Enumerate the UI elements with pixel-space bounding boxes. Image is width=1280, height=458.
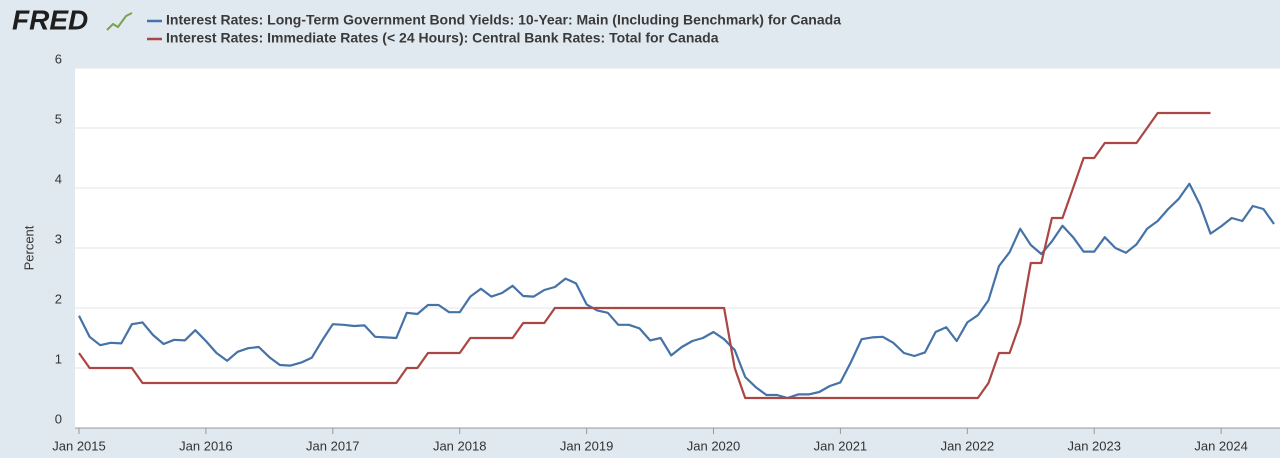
y-tick-label: 4 bbox=[55, 171, 62, 186]
x-tick-label: Jan 2021 bbox=[814, 438, 868, 453]
x-tick-label: Jan 2018 bbox=[433, 438, 487, 453]
y-tick-label: 3 bbox=[55, 231, 62, 246]
x-tick-label: Jan 2017 bbox=[306, 438, 360, 453]
x-tick-label: Jan 2015 bbox=[52, 438, 106, 453]
x-tick-label: Jan 2024 bbox=[1194, 438, 1248, 453]
y-tick-label: 1 bbox=[55, 351, 62, 366]
y-tick-label: 2 bbox=[55, 291, 62, 306]
x-tick-label: Jan 2020 bbox=[687, 438, 741, 453]
x-tick-label: Jan 2022 bbox=[941, 438, 995, 453]
y-axis-label: Percent bbox=[21, 225, 36, 270]
x-tick-label: Jan 2016 bbox=[179, 438, 233, 453]
y-tick-label: 6 bbox=[55, 51, 62, 66]
logo-icon bbox=[106, 12, 133, 31]
legend-label: Interest Rates: Immediate Rates (< 24 Ho… bbox=[166, 30, 719, 46]
y-tick-label: 0 bbox=[55, 411, 62, 426]
legend-label: Interest Rates: Long-Term Government Bon… bbox=[166, 12, 841, 28]
series-line bbox=[78, 111, 1211, 400]
brand-logo[interactable]: FRED bbox=[12, 4, 88, 35]
x-tick-label: Jan 2023 bbox=[1067, 438, 1121, 453]
y-tick-label: 5 bbox=[55, 111, 62, 126]
x-tick-label: Jan 2019 bbox=[560, 438, 614, 453]
series-line bbox=[78, 182, 1275, 400]
